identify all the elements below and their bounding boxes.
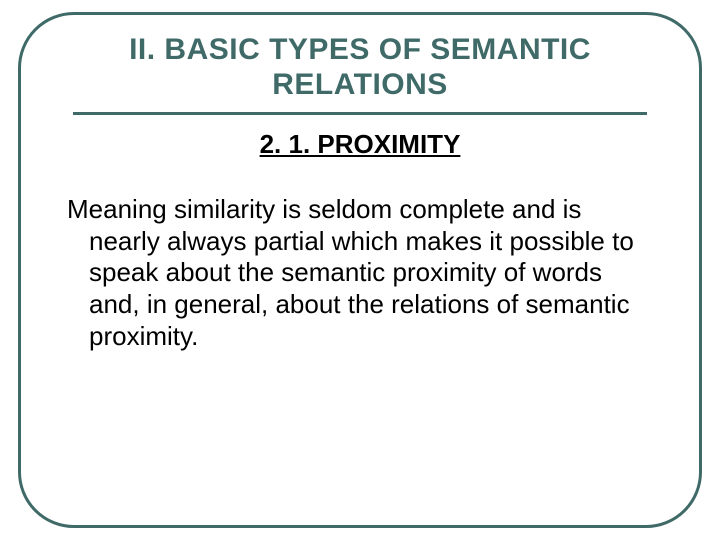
body-text: Meaning similarity is seldom complete an… (67, 194, 653, 353)
title-line-1: II. BASIC TYPES OF SEMANTIC (57, 33, 663, 68)
subtitle-text: 2. 1. PROXIMITY (260, 129, 461, 159)
title-line-2: RELATIONS (57, 68, 663, 103)
title-block: II. BASIC TYPES OF SEMANTIC RELATIONS (21, 15, 699, 102)
subtitle-block: 2. 1. PROXIMITY (21, 129, 699, 160)
slide-frame: II. BASIC TYPES OF SEMANTIC RELATIONS 2.… (18, 12, 702, 528)
title-underline-rule (73, 112, 647, 115)
body-block: Meaning similarity is seldom complete an… (67, 194, 653, 353)
